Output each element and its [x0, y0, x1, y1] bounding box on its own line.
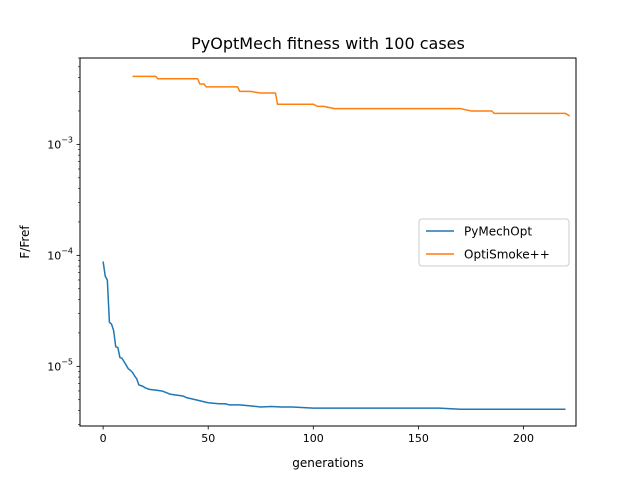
x-tick-label: 200	[513, 432, 534, 445]
series-layer	[102, 75, 571, 411]
y-tick-label: 10−3	[47, 135, 73, 151]
plot-area	[79, 57, 577, 427]
legend: PyMechOpt OptiSmoke++	[418, 218, 570, 267]
y-axis-label: F/Fref	[18, 225, 32, 259]
x-tick-label: 50	[201, 432, 215, 445]
legend-box	[418, 218, 570, 267]
legend-label: PyMechOpt	[464, 225, 532, 239]
y-tick-label: 10−5	[47, 357, 73, 373]
x-tick-label: 150	[408, 432, 429, 445]
x-tick-label: 100	[303, 432, 324, 445]
y-axis: 10−5 10−4 10−3	[47, 57, 80, 425]
series-line-optismoke-	[132, 75, 571, 117]
series-line-pymechopt	[102, 261, 566, 411]
x-axis-label: generations	[292, 456, 364, 470]
y-tick-label: 10−4	[47, 246, 73, 262]
x-tick-label: 0	[100, 432, 107, 445]
x-axis: 0 50 100 150 200	[100, 426, 534, 445]
legend-label: OptiSmoke++	[464, 248, 550, 262]
chart-title: PyOptMech fitness with 100 cases	[191, 34, 465, 53]
